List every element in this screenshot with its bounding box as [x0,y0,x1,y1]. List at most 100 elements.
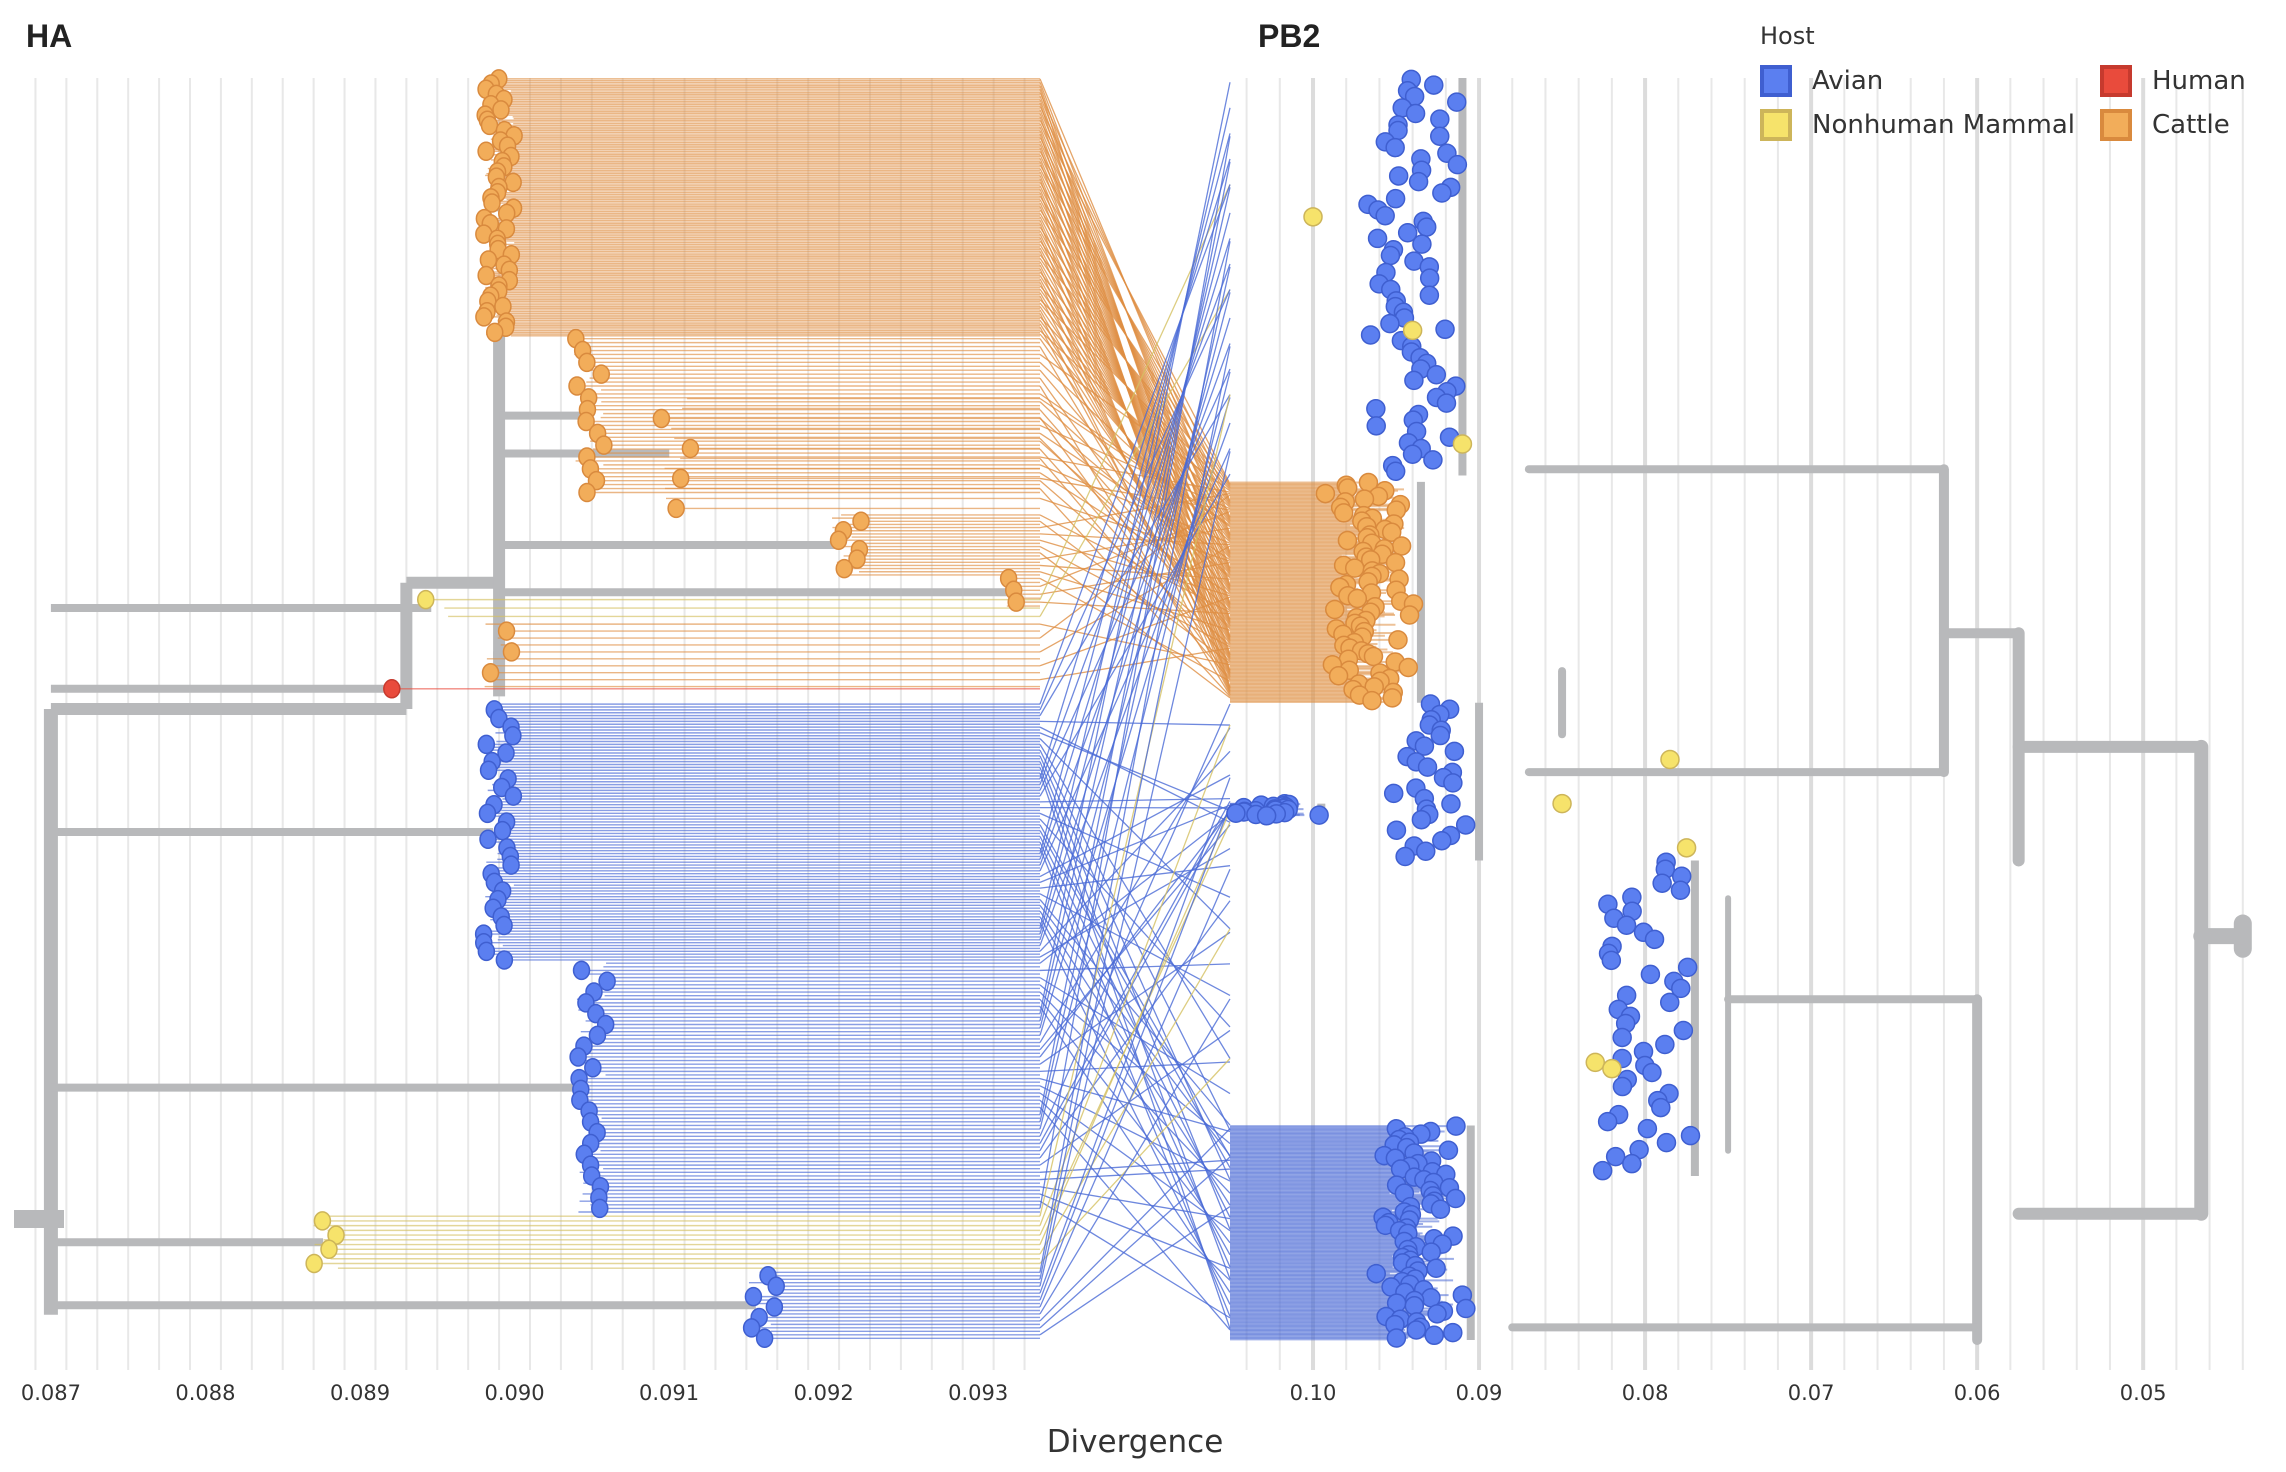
ha-tip-marker [496,951,512,969]
legend-label-human: Human [2152,66,2246,96]
ha-tip-marker [384,680,400,698]
pb2-tip-marker [1445,742,1463,760]
pb2-tip-marker [1425,76,1443,94]
ha-tip-marker [766,1298,782,1316]
legend-swatch-human [2100,65,2132,97]
pb2-tip-marker [1678,839,1696,857]
pb2-tip-marker [1652,1099,1670,1117]
pb2-tip-marker [1444,1324,1462,1342]
legend-label-cattle: Cattle [2152,110,2230,140]
pb2-tip-marker [1326,601,1344,619]
legend-entries: Avian Human Nonhuman Mammal Cattle [1760,62,2260,144]
ha-tip-marker [478,735,494,753]
pb2-tip-marker [1407,104,1425,122]
legend-label-nonhuman-mammal: Nonhuman Mammal [1812,110,2075,140]
pb2-tip-marker [1447,1117,1465,1135]
tangle-line [1040,346,1230,1279]
pb2-tip-marker [1427,1259,1445,1277]
pb2-tip-marker [1638,1120,1656,1138]
pb2-tip-marker [1457,1299,1475,1317]
ha-tip-marker [418,591,434,609]
pb2-tip-marker [1444,774,1462,792]
pb2-tick-label: 0.08 [1622,1381,1669,1405]
pb2-tip-marker [1376,207,1394,225]
pb2-tick-label: 0.07 [1788,1381,1835,1405]
pb2-tip-marker [1404,321,1422,339]
legend-item-cattle[interactable]: Cattle [2100,106,2260,144]
ha-tip-marker [494,822,510,840]
ha-tip-marker [505,727,521,745]
pb2-tip-marker [1390,167,1408,185]
ha-tip-marker [570,1048,586,1066]
pb2-tip-marker [1396,847,1414,865]
ha-tip-marker [321,1240,337,1258]
pb2-tip-marker [1674,1021,1692,1039]
pb2-tip-marker [1431,110,1449,128]
pb2-tip-marker [1437,394,1455,412]
tangle-line [1040,241,1230,505]
pb2-tip-marker [1227,804,1245,822]
pb2-tip-marker [1428,1305,1446,1323]
pb2-tip-marker [1602,951,1620,969]
ha-tip-marker [503,643,519,661]
pb2-tip-marker [1258,807,1276,825]
pb2-tip-marker [1607,1148,1625,1166]
pb2-tick-label: 0.09 [1456,1381,1503,1405]
pb2-tip-marker [1405,371,1423,389]
tangle-line [1040,1100,1230,1280]
legend-item-human[interactable]: Human [2100,62,2260,100]
pb2-tip-marker [1656,1035,1674,1053]
ha-tip-marker [306,1254,322,1272]
ha-tip-marker [496,916,512,934]
pb2-tip-marker [1404,445,1422,463]
pb2-tip-marker [1387,190,1405,208]
legend-swatch-cattle [2100,109,2132,141]
pb2-tip-marker [1407,1321,1425,1339]
pb2-tip-marker [1623,1155,1641,1173]
pb2-tip-marker [1681,1127,1699,1145]
ha-tip-marker [481,761,497,779]
pb2-tip-marker [1613,1078,1631,1096]
pb2-tip-marker [1661,750,1679,768]
pb2-tip-marker [1433,184,1451,202]
pb2-tick-label: 0.06 [1954,1381,2001,1405]
legend-item-nonhuman-mammal[interactable]: Nonhuman Mammal [1760,106,2100,144]
pb2-tip-marker [1419,758,1437,776]
pb2-tip-marker [1431,127,1449,145]
pb2-tip-marker [1417,842,1435,860]
pb2-tip-marker [1385,784,1403,802]
pb2-tip-marker [1387,821,1405,839]
pb2-tip-marker [1410,173,1428,191]
ha-tick-label: 0.092 [794,1381,854,1405]
pb2-tip-marker [1389,631,1407,649]
pb2-tip-marker [1553,795,1571,813]
legend-title: Host [1760,22,2260,50]
pb2-tip-marker [1643,1064,1661,1082]
legend-label-avian: Avian [1812,66,1883,96]
pb2-tip-marker [1425,1326,1443,1344]
ha-tip-marker [476,308,492,326]
pb2-tip-marker [1599,1113,1617,1131]
pb2-tip-marker [1381,315,1399,333]
pb2-tip-marker [1613,1028,1631,1046]
ha-tick-label: 0.088 [175,1381,235,1405]
legend-item-avian[interactable]: Avian [1760,62,2100,100]
pb2-tip-marker [1447,1190,1465,1208]
pb2-tip-marker [1405,1297,1423,1315]
pb2-tip-marker [1618,916,1636,934]
pb2-tip-marker [1422,1243,1440,1261]
ha-tip-marker [596,436,612,454]
pb2-tip-marker [1386,139,1404,157]
pb2-tip-marker [1439,1141,1457,1159]
pb2-tip-marker [1338,532,1356,550]
pb2-tip-marker [1442,795,1460,813]
ha-tip-marker [757,1329,773,1347]
pb2-tip-marker [1671,881,1689,899]
ha-tick-label: 0.087 [21,1381,81,1405]
pb2-tip-marker [1433,832,1451,850]
pb2-tip-marker [1335,504,1353,522]
ha-tip-marker [653,409,669,427]
pb2-tip-marker [1424,451,1442,469]
